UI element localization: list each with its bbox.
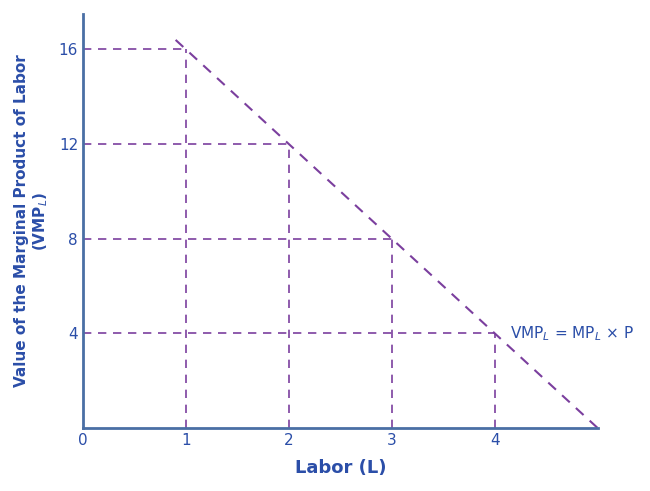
Text: VMP$_L$ = MP$_L$ × P: VMP$_L$ = MP$_L$ × P: [510, 324, 634, 343]
X-axis label: Labor (L): Labor (L): [294, 459, 386, 477]
Y-axis label: Value of the Marginal Product of Labor
(VMP$_L$): Value of the Marginal Product of Labor (…: [14, 55, 51, 387]
